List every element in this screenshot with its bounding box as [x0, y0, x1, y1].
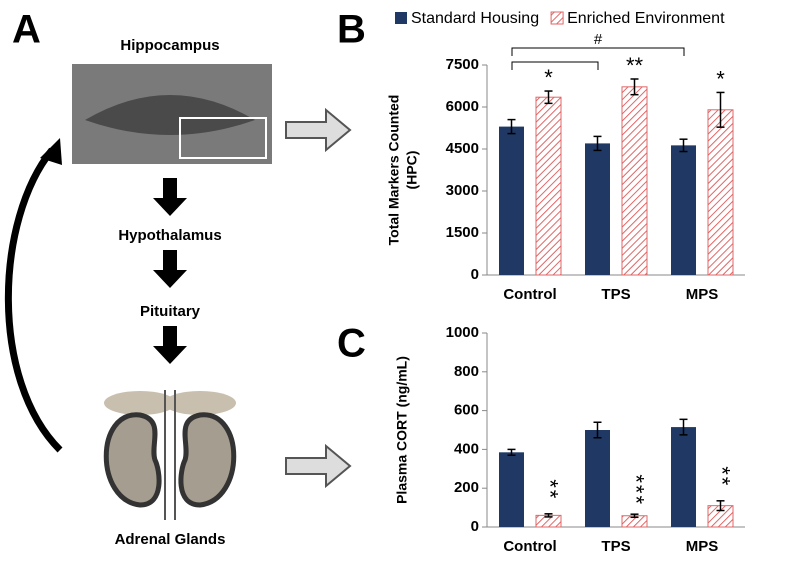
significance: ** [710, 466, 735, 487]
bracket-label: # [594, 31, 603, 48]
panel-label: A [12, 8, 41, 52]
significance: ** [626, 53, 644, 78]
highlight-box [179, 117, 267, 159]
bracket [511, 47, 685, 56]
significance: ** [538, 479, 563, 500]
bar [621, 86, 648, 276]
bracket [511, 61, 599, 70]
y-tick-label: 800 [454, 363, 479, 380]
panel-label: C [337, 322, 366, 366]
x-tick-label: TPS [601, 538, 630, 555]
bar [535, 96, 562, 276]
node-label: Pituitary [140, 303, 201, 320]
node-label: Hippocampus [120, 37, 219, 54]
y-tick-label: 7500 [446, 56, 479, 73]
x-tick-label: TPS [601, 286, 630, 303]
x-tick-label: MPS [686, 286, 719, 303]
y-tick-label: 6000 [446, 98, 479, 115]
x-tick-label: Control [503, 286, 556, 303]
panel-label: B [337, 8, 366, 52]
node-label: Hypothalamus [118, 227, 221, 244]
bar [499, 126, 524, 275]
legend-label: Enriched Environment [567, 10, 725, 27]
y-tick-label: 400 [454, 440, 479, 457]
bar [671, 145, 696, 275]
node-label: Adrenal Glands [115, 531, 226, 548]
hippocampus-detail [85, 95, 255, 135]
x-tick-label: Control [503, 538, 556, 555]
significance: * [716, 66, 725, 91]
legend-swatch [550, 11, 564, 25]
y-tick-label: 0 [471, 518, 479, 535]
y-tick-label: 1000 [446, 324, 479, 341]
significance: *** [624, 474, 649, 506]
bar [499, 452, 524, 527]
y-tick-label: 3000 [446, 182, 479, 199]
y-tick-label: 1500 [446, 224, 479, 241]
right-arrow [285, 107, 352, 153]
down-arrows [153, 178, 187, 364]
right-arrow [285, 443, 352, 489]
bar [585, 143, 610, 275]
y-tick-label: 600 [454, 402, 479, 419]
legend-label: Standard Housing [411, 10, 539, 27]
y-tick-label: 200 [454, 479, 479, 496]
bar [585, 430, 610, 527]
y-axis-label: Total Markers Counted [386, 95, 402, 246]
legend-swatch [395, 12, 407, 24]
y-tick-label: 4500 [446, 140, 479, 157]
y-tick-label: 0 [471, 266, 479, 283]
feedback-arrow [4, 147, 63, 453]
x-tick-label: MPS [686, 538, 719, 555]
bar [671, 427, 696, 527]
feedback-arrowhead [40, 138, 62, 165]
y-axis-label: (HPC) [404, 151, 420, 190]
y-axis-label: Plasma CORT (ng/mL) [394, 356, 410, 504]
bar [707, 109, 734, 276]
significance: * [544, 65, 553, 90]
adrenal-image [103, 390, 237, 520]
